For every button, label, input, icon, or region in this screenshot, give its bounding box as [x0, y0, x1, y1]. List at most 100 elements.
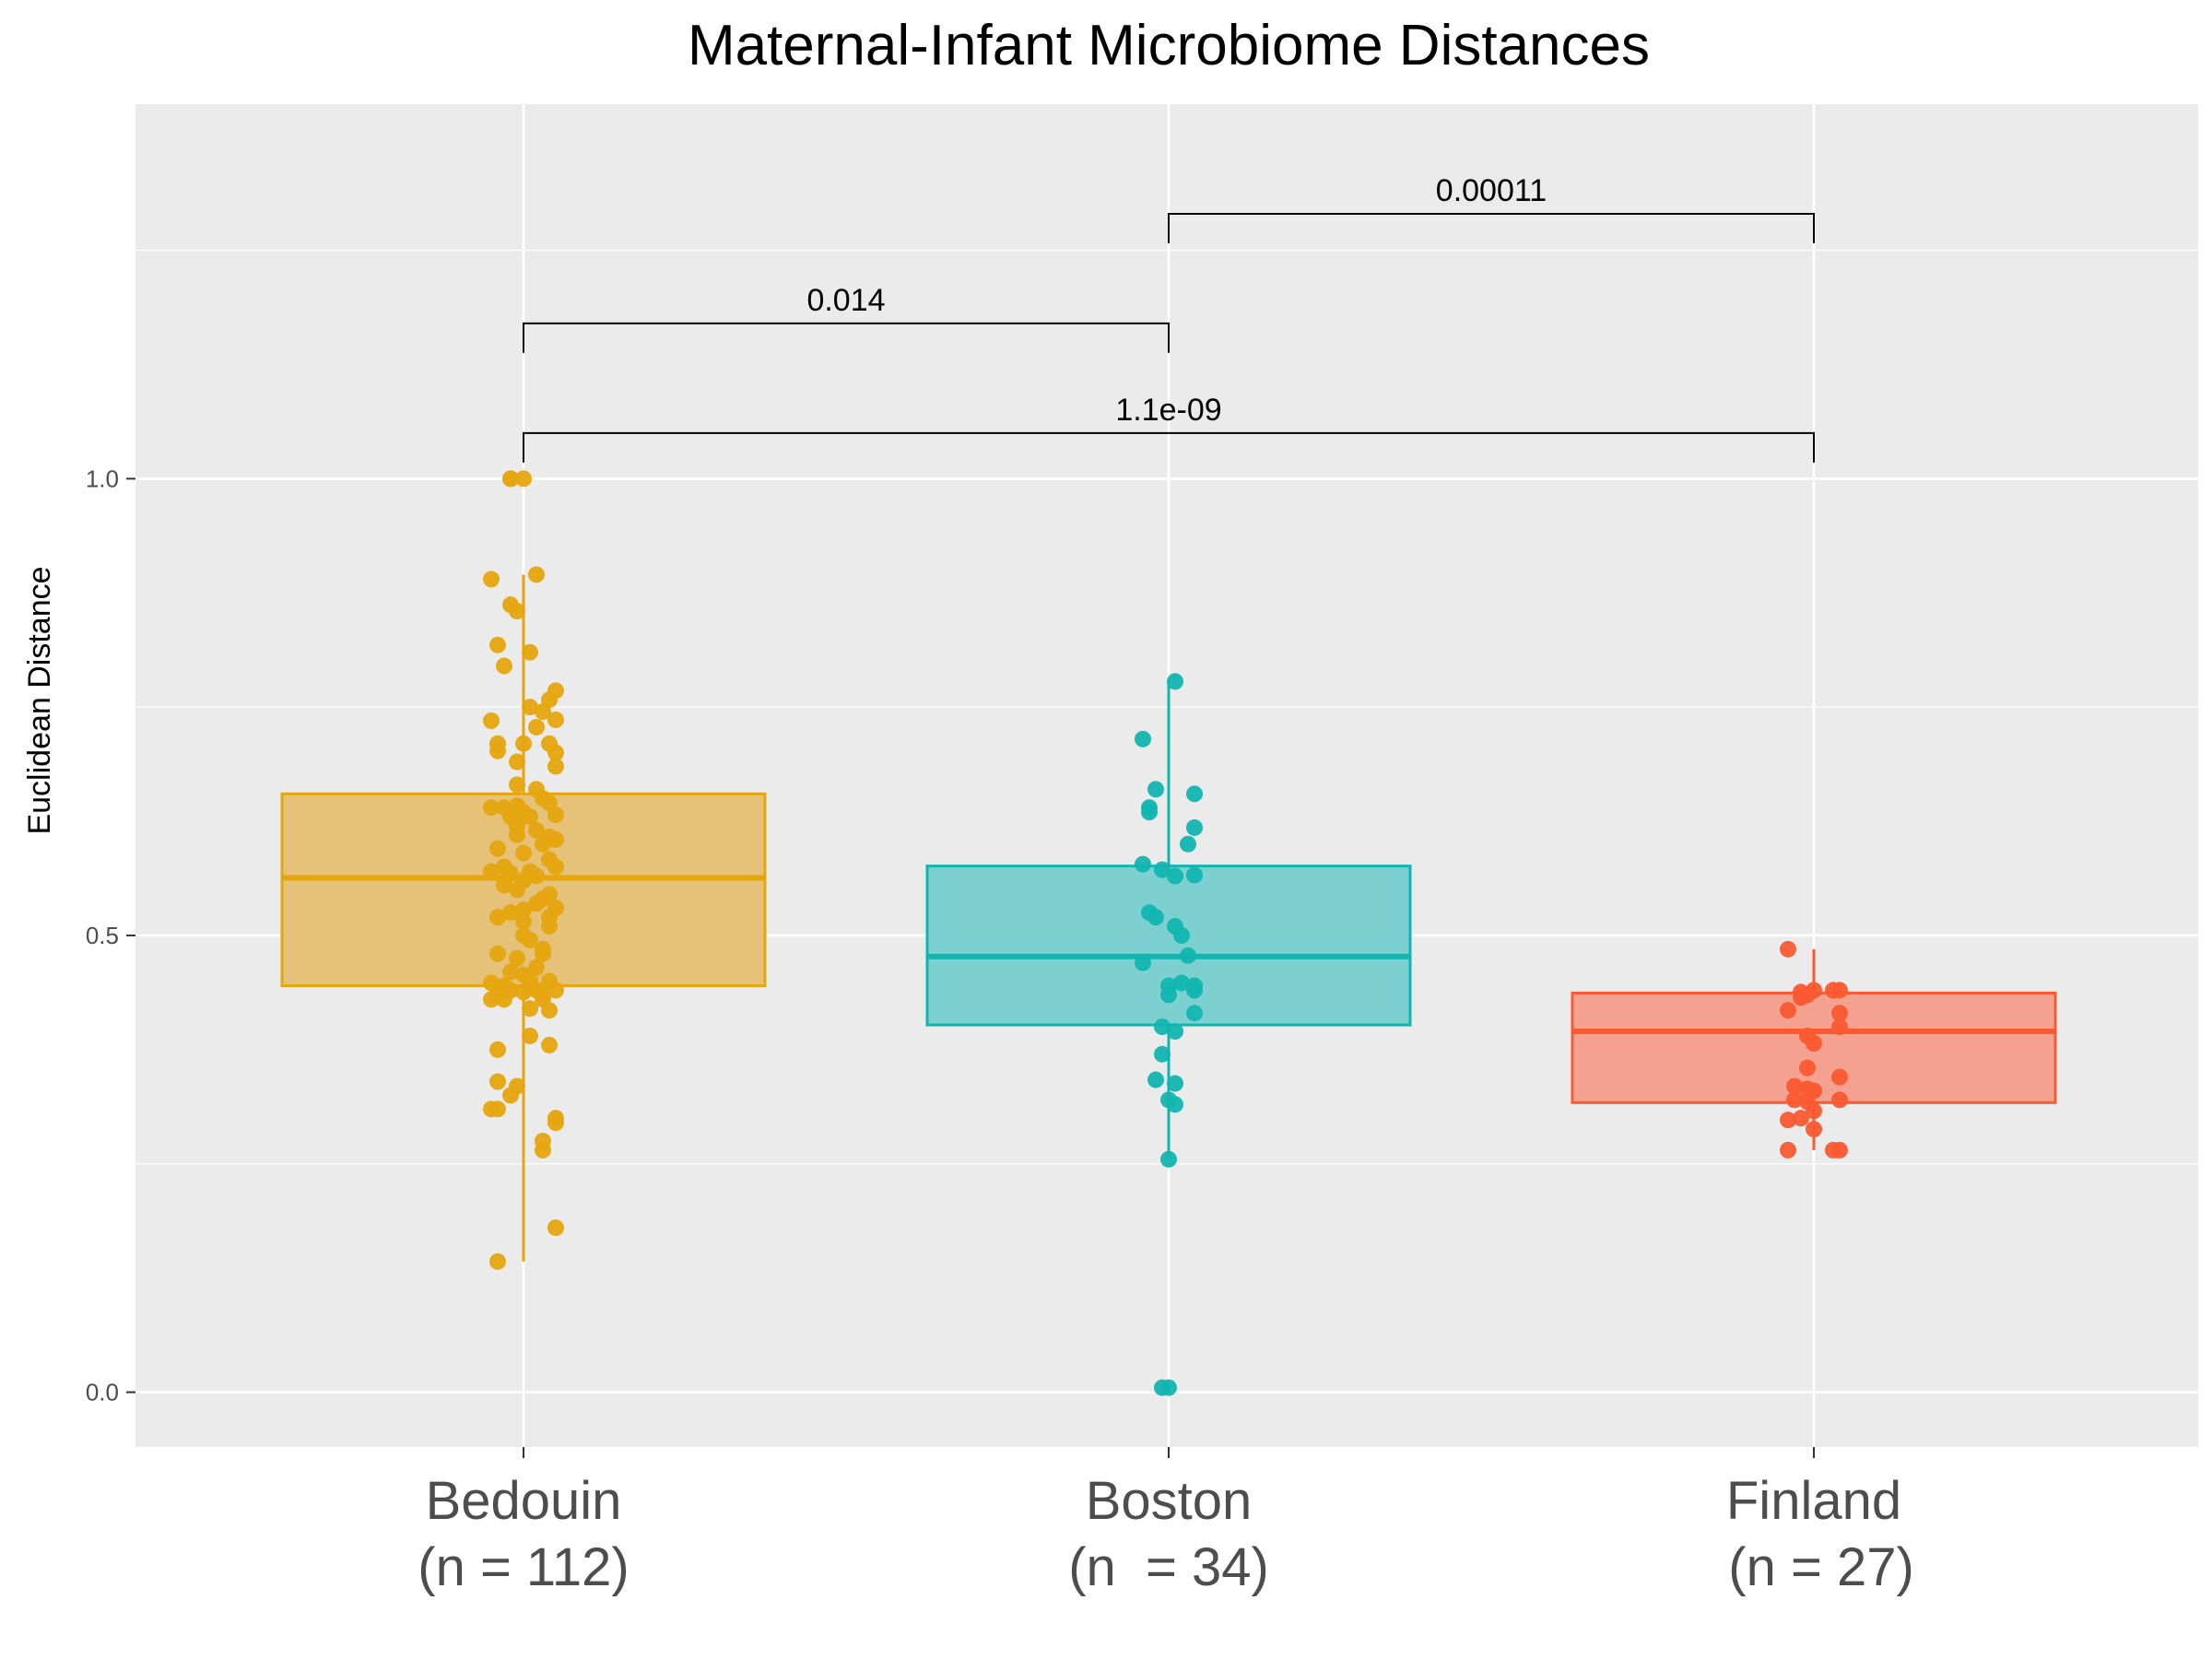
data-point [1135, 855, 1151, 873]
data-point [547, 1114, 564, 1132]
data-point [1135, 730, 1151, 747]
comparison-bracket: 0.014 [523, 283, 1170, 353]
data-point [541, 1002, 558, 1019]
data-point [1806, 982, 1822, 999]
data-point [1180, 947, 1196, 964]
comparison-bracket: 0.00011 [1168, 173, 1815, 243]
p-value-label: 0.00011 [1436, 173, 1547, 208]
data-point [528, 718, 545, 735]
bracket-line [1168, 212, 1815, 243]
data-point [489, 742, 506, 759]
comparison-brackets: 0.014 0.00011 1.1e-09 [523, 173, 1815, 463]
data-point [1186, 785, 1203, 803]
data-point [502, 963, 519, 981]
data-point [528, 895, 545, 912]
data-point [483, 712, 500, 730]
data-point [489, 1253, 506, 1270]
bracket-line [523, 431, 1815, 463]
data-point [515, 844, 532, 862]
data-point [509, 753, 525, 771]
data-point [496, 877, 512, 894]
data-point [1135, 954, 1151, 971]
x-tick-sublabel: (n = 112) [418, 1537, 629, 1597]
data-point [1141, 804, 1158, 821]
p-value-label: 1.1e-09 [1115, 393, 1221, 428]
data-point [1160, 1150, 1177, 1168]
jitter-points [483, 470, 1848, 1396]
data-point [1154, 1045, 1171, 1063]
data-point [1831, 1018, 1848, 1036]
y-tick-label: 1.0 [86, 465, 119, 492]
data-point [547, 758, 564, 775]
comparison-bracket: 1.1e-09 [523, 393, 1815, 463]
data-point [1186, 866, 1203, 884]
x-tick-label: Finland [1726, 1471, 1901, 1531]
data-point [1154, 861, 1171, 878]
x-tick-label: Bedouin [426, 1471, 622, 1531]
plot-panel [135, 104, 2198, 1447]
data-point [528, 867, 545, 885]
data-point [1147, 909, 1164, 926]
data-point [1793, 989, 1809, 1006]
data-point [483, 1100, 500, 1118]
data-point [515, 735, 532, 752]
data-point [1167, 1023, 1183, 1041]
chart-title: Maternal-Infant Microbiome Distances [688, 14, 1650, 77]
data-point [496, 991, 512, 1008]
data-point [489, 1041, 506, 1058]
data-point [515, 913, 532, 931]
data-point [547, 1219, 564, 1237]
p-value-label: 0.014 [806, 283, 885, 318]
y-axis: 0.0 0.5 1.0 [86, 465, 135, 1406]
data-point [535, 1141, 551, 1159]
data-point [535, 790, 551, 807]
data-point [489, 636, 506, 653]
y-axis-label: Euclidean Distance [22, 566, 57, 834]
data-point [1167, 673, 1183, 690]
data-point [489, 1073, 506, 1090]
data-point [496, 657, 512, 675]
data-point [1147, 781, 1164, 798]
data-point [1160, 986, 1177, 1004]
data-point [502, 470, 519, 488]
data-point [1793, 1110, 1809, 1127]
x-tick-sublabel: (n = 27) [1713, 1537, 1914, 1597]
y-tick-label: 0.0 [86, 1379, 119, 1406]
data-point [535, 835, 551, 853]
data-point [522, 1000, 538, 1018]
data-point [1780, 1141, 1796, 1159]
data-point [1786, 1091, 1803, 1109]
data-point [1167, 867, 1183, 885]
data-point [502, 904, 519, 922]
x-axis: Bedouin(n = 112) Boston(n = 34) Finland (n… [418, 1447, 1914, 1597]
data-point [515, 470, 532, 488]
data-point [1186, 1005, 1203, 1022]
data-point [547, 830, 564, 848]
data-point [1806, 1102, 1822, 1120]
data-point [509, 603, 525, 620]
data-point [489, 945, 506, 962]
data-point [1780, 1112, 1796, 1129]
data-point [483, 863, 500, 880]
data-point [522, 699, 538, 716]
x-tick-sublabel: (n = 34) [1068, 1537, 1269, 1597]
data-point [509, 881, 525, 899]
data-point [541, 918, 558, 935]
data-point [1786, 1077, 1803, 1095]
data-point [509, 826, 525, 843]
data-point [515, 901, 532, 919]
data-point [535, 945, 551, 962]
data-point [483, 571, 500, 588]
data-point [1154, 1018, 1171, 1036]
data-point [1780, 1002, 1796, 1019]
data-point [489, 840, 506, 857]
data-point [535, 703, 551, 721]
data-point [547, 744, 564, 761]
data-point [502, 1087, 519, 1104]
data-point [1799, 1059, 1816, 1077]
data-point [489, 909, 506, 926]
data-point [1831, 1091, 1848, 1109]
data-point [515, 983, 532, 1001]
data-point [1831, 1068, 1848, 1086]
